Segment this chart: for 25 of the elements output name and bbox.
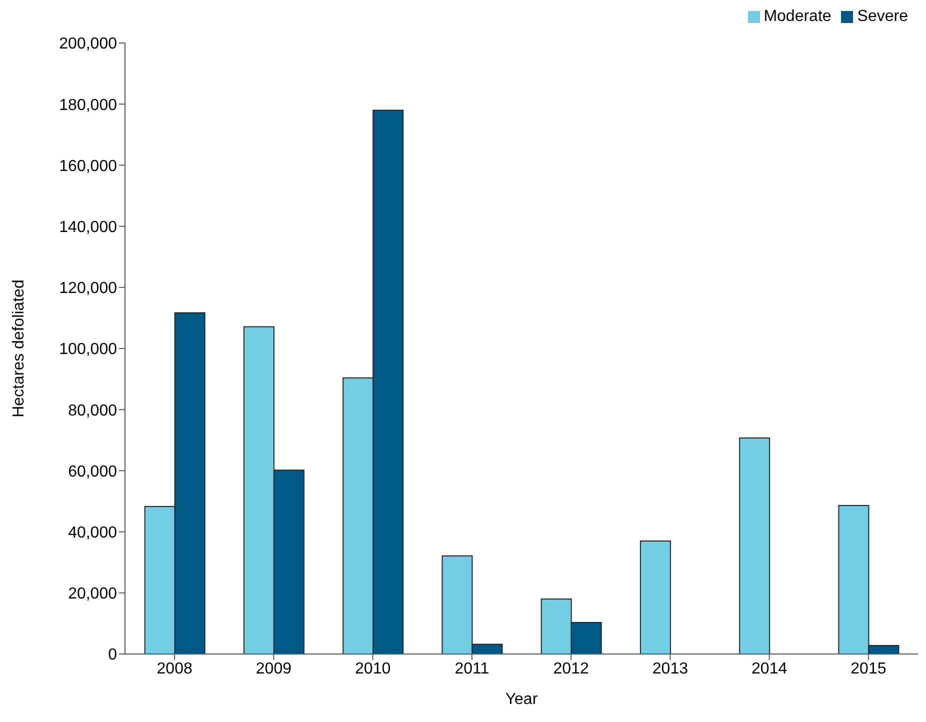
legend-label: Severe [857,8,908,25]
y-tick-label: 180,000 [59,96,118,114]
y-tick-label: 60,000 [68,463,118,480]
y-tick-label: 20,000 [68,586,118,603]
x-tick-label: 2008 [156,660,192,678]
x-axis-title: Year [505,691,538,708]
legend-label: Moderate [764,8,832,25]
x-tick-label: 2014 [752,660,788,678]
y-tick-label: 0 [108,646,118,664]
y-tick-label: 40,000 [68,524,118,542]
x-tick-label: 2015 [850,660,886,678]
y-tick-label: 140,000 [59,218,118,236]
y-tick-label: 160,000 [59,158,118,175]
x-tick-label: 2013 [652,660,688,678]
y-tick-label: 120,000 [59,280,118,298]
x-tick-label: 2010 [355,660,391,678]
x-tick-label: 2012 [553,660,589,678]
y-tick-label: 200,000 [59,36,118,53]
y-tick-label: 80,000 [68,402,118,420]
y-axis-title: Hectares defoliated [10,280,28,418]
y-tick-label: 100,000 [59,341,118,358]
bar [640,540,671,654]
x-tick-label: 2009 [256,660,292,678]
x-tick-label: 2011 [454,660,490,678]
bar [739,438,770,654]
